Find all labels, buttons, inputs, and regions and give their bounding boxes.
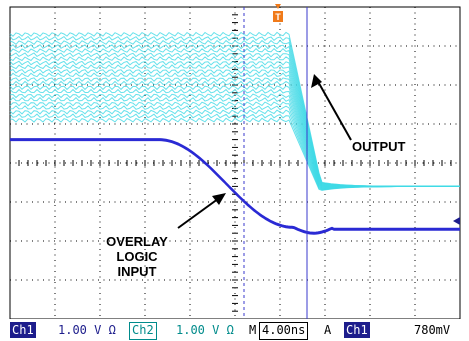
ch2-badge[interactable]: Ch2 xyxy=(129,322,157,340)
trigger-source[interactable]: Ch1 xyxy=(344,322,370,338)
trigger-level[interactable]: 780mV xyxy=(414,322,450,338)
timebase-value[interactable]: 4.00ns xyxy=(259,322,308,340)
trigger-marker-text: T xyxy=(275,12,281,22)
input-label-line-2: LOGIC xyxy=(97,249,177,264)
ch1-scale[interactable]: 1.00 V Ω xyxy=(58,322,116,338)
input-label-line-1: OVERLAY xyxy=(97,234,177,249)
output-label: OUTPUT xyxy=(352,139,405,154)
timebase-prefix: M xyxy=(249,322,256,338)
input-label-line-3: INPUT xyxy=(97,264,177,279)
input-label: OVERLAY LOGIC INPUT xyxy=(97,234,177,279)
ch1-badge[interactable]: Ch1 xyxy=(10,322,36,338)
status-bar: Ch1 1.00 V Ω Ch2 1.00 V Ω M 4.00ns A Ch1… xyxy=(0,319,469,341)
trigger-mode: A xyxy=(324,322,331,338)
ch2-scale[interactable]: 1.00 V Ω xyxy=(176,322,234,338)
